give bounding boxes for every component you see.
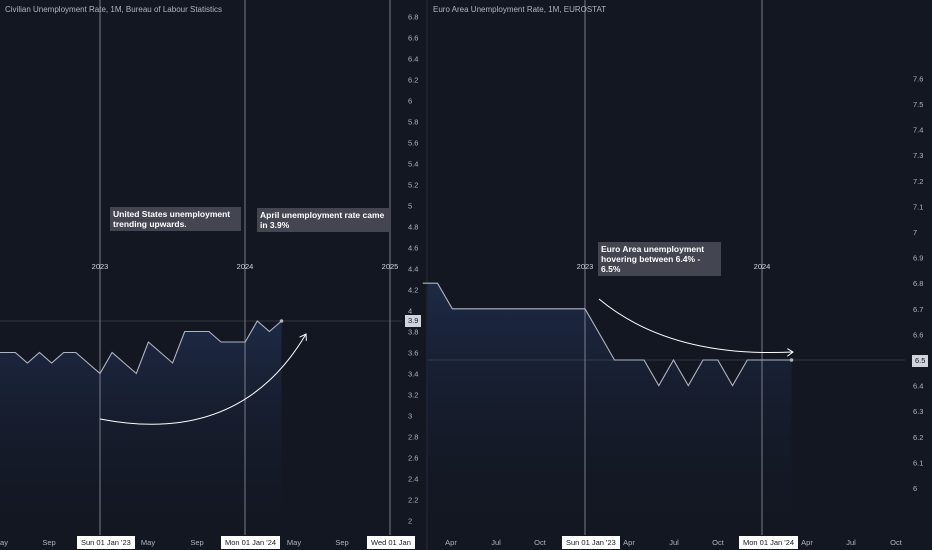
- x-tick-1-5: Oct: [712, 538, 725, 547]
- x-tick-0-5: Sep: [335, 538, 348, 547]
- us-date-tag-2023: Sun 01 Jan '23: [77, 536, 135, 549]
- y-tick-1-7: 6.9: [913, 254, 923, 263]
- y-tick-0-13: 4.2: [408, 286, 418, 295]
- y-tick-1-12: 6.3: [913, 407, 923, 416]
- y-tick-0-19: 3: [408, 412, 412, 421]
- x-tick-0-0: ay: [0, 538, 8, 547]
- us-last-value-tag: 3.9: [405, 315, 422, 327]
- x-tick-1-1: Jul: [491, 538, 501, 547]
- y-tick-0-18: 3.2: [408, 391, 418, 400]
- y-tick-1-5: 7.1: [913, 202, 923, 211]
- y-tick-0-9: 5: [408, 202, 412, 211]
- y-tick-1-14: 6.1: [913, 458, 923, 467]
- year-label-0-0: 2023: [92, 262, 109, 271]
- area-fill-0: [0, 321, 282, 530]
- y-tick-0-12: 4.4: [408, 265, 418, 274]
- euro-last-value-tag: 6.5: [912, 355, 929, 367]
- year-label-0-1: 2024: [237, 262, 254, 271]
- y-tick-0-8: 5.2: [408, 181, 418, 190]
- series-line-1: [422, 282, 792, 387]
- y-tick-1-8: 6.8: [913, 279, 923, 288]
- x-tick-0-4: May: [287, 538, 301, 547]
- us-trend-annotation: United States unemployment trending upwa…: [110, 207, 241, 231]
- y-tick-0-11: 4.6: [408, 244, 418, 253]
- april-rate-annotation: April unemployment rate came in 3.9%: [257, 208, 391, 232]
- y-tick-0-3: 6.2: [408, 76, 418, 85]
- us-date-tag-2025: Wed 01 Jan: [367, 536, 415, 549]
- series-line-0: [0, 320, 282, 375]
- euro-hover-annotation: Euro Area unemployment hovering between …: [598, 242, 721, 276]
- series-last-point-1: [789, 358, 794, 362]
- y-tick-1-11: 6.4: [913, 382, 923, 391]
- y-tick-1-3: 7.3: [913, 151, 923, 160]
- y-tick-0-16: 3.6: [408, 349, 418, 358]
- x-tick-1-2: Oct: [534, 538, 547, 547]
- year-label-0-2: 2025: [382, 262, 399, 271]
- y-tick-0-2: 6.4: [408, 55, 418, 64]
- y-tick-0-14: 4: [408, 307, 412, 316]
- y-tick-0-7: 5.4: [408, 160, 418, 169]
- x-tick-1-3: Apr: [623, 538, 635, 547]
- x-tick-1-4: Jul: [669, 538, 679, 547]
- x-tick-1-0: Apr: [445, 538, 457, 547]
- y-tick-1-2: 7.4: [913, 126, 923, 135]
- y-tick-0-5: 5.8: [408, 118, 418, 127]
- y-tick-1-0: 7.6: [913, 74, 923, 83]
- y-tick-0-4: 6: [408, 97, 412, 106]
- y-tick-1-4: 7.2: [913, 177, 923, 186]
- y-tick-1-15: 6: [913, 484, 917, 493]
- y-tick-0-20: 2.8: [408, 433, 418, 442]
- year-label-1-1: 2024: [754, 262, 771, 271]
- x-tick-0-2: May: [141, 538, 155, 547]
- y-tick-0-1: 6.6: [408, 34, 418, 43]
- x-tick-0-3: Sep: [190, 538, 203, 547]
- us-trend-arrow: [99, 334, 306, 425]
- trend-arrows: [99, 298, 793, 425]
- x-tick-1-8: Oct: [890, 538, 903, 547]
- us-chart-title: Civilian Unemployment Rate, 1M, Bureau o…: [5, 5, 222, 14]
- us-date-tag-2024: Mon 01 Jan '24: [221, 536, 281, 549]
- y-tick-1-10: 6.6: [913, 330, 923, 339]
- y-tick-0-23: 2.2: [408, 496, 418, 505]
- y-tick-0-17: 3.4: [408, 370, 418, 379]
- y-tick-0-24: 2: [408, 517, 412, 526]
- y-tick-1-1: 7.5: [913, 100, 923, 109]
- y-tick-0-15: 3.8: [408, 328, 418, 337]
- y-tick-0-10: 4.8: [408, 223, 418, 232]
- y-tick-0-6: 5.6: [408, 139, 418, 148]
- x-tick-1-7: Jul: [846, 538, 856, 547]
- euro-chart-title: Euro Area Unemployment Rate, 1M, EUROSTA…: [433, 5, 607, 14]
- y-tick-1-9: 6.7: [913, 305, 923, 314]
- series-last-point-0: [279, 319, 284, 323]
- y-tick-0-22: 2.4: [408, 475, 418, 484]
- y-tick-0-0: 6.8: [408, 13, 418, 22]
- y-tick-1-13: 6.2: [913, 433, 923, 442]
- euro-date-tag-2024: Mon 01 Jan '24: [739, 536, 799, 549]
- x-tick-0-1: Sep: [42, 538, 55, 547]
- y-tick-0-21: 2.6: [408, 454, 418, 463]
- year-label-1-0: 2023: [577, 262, 594, 271]
- euro-trend-arrow: [598, 298, 793, 353]
- area-fill-1: [422, 283, 792, 530]
- y-tick-1-6: 7: [913, 228, 917, 237]
- euro-date-tag-2023: Sun 01 Jan '23: [562, 536, 620, 549]
- x-tick-1-6: Apr: [801, 538, 813, 547]
